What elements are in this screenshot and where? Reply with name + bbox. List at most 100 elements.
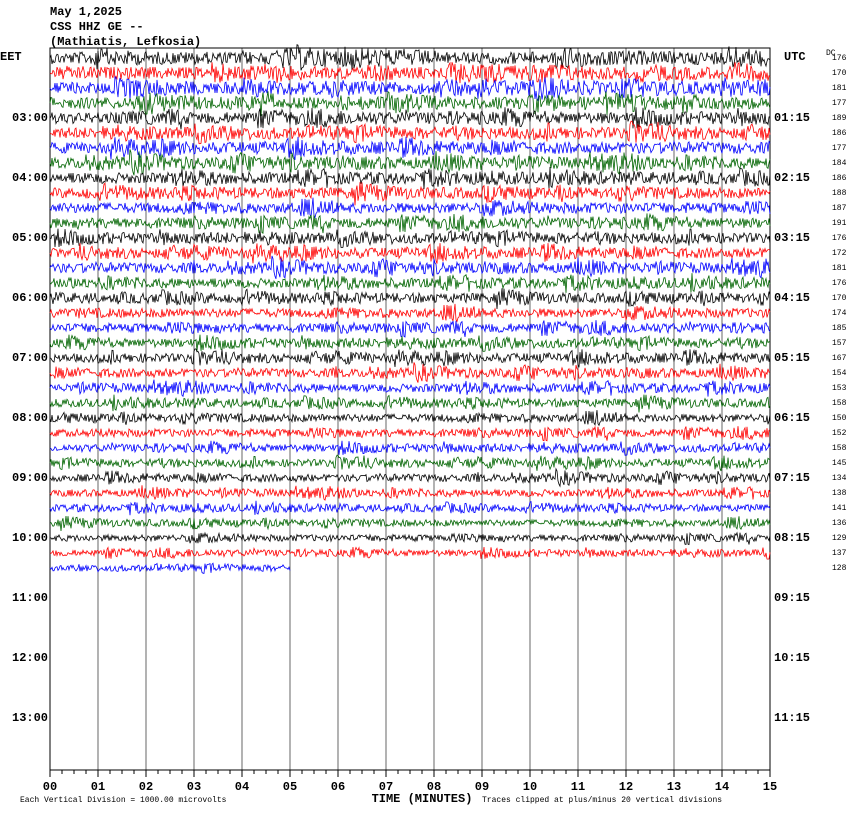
trace <box>49 107 771 130</box>
date: May 1,2025 <box>50 5 122 19</box>
right-time: 06:15 <box>774 411 810 425</box>
x-tick-label: 14 <box>715 780 729 794</box>
footer-left: Each Vertical Division = 1000.00 microvo… <box>20 796 227 805</box>
trace <box>49 320 771 338</box>
trace <box>49 76 771 102</box>
dc-value: 189 <box>832 114 847 123</box>
trace <box>49 212 771 234</box>
dc-value: 153 <box>832 384 847 393</box>
trace <box>49 410 771 427</box>
right-time: 05:15 <box>774 351 810 365</box>
left-time: 12:00 <box>12 651 48 665</box>
trace <box>49 348 771 368</box>
x-tick-label: 00 <box>43 780 57 794</box>
dc-value: 152 <box>832 429 847 438</box>
trace <box>49 149 771 176</box>
x-tick-label: 09 <box>475 780 489 794</box>
location: (Mathiatis, Lefkosia) <box>50 35 201 49</box>
trace <box>49 228 771 249</box>
trace <box>49 61 771 84</box>
x-tick-label: 02 <box>139 780 153 794</box>
dc-value: 186 <box>832 129 847 138</box>
dc-value: 177 <box>832 144 847 153</box>
dc-value: 176 <box>832 234 847 243</box>
x-tick-label: 07 <box>379 780 393 794</box>
trace <box>49 243 771 264</box>
trace <box>49 273 771 293</box>
trace <box>49 303 771 323</box>
trace <box>49 120 771 145</box>
dc-value: 187 <box>832 204 847 213</box>
right-time: 03:15 <box>774 231 810 245</box>
dc-value: 185 <box>832 324 847 333</box>
left-time: 03:00 <box>12 111 48 125</box>
trace <box>49 136 771 161</box>
dc-value: 154 <box>832 369 847 378</box>
x-tick-label: 12 <box>619 780 633 794</box>
left-time: 08:00 <box>12 411 48 425</box>
trace <box>49 166 771 190</box>
left-time: 10:00 <box>12 531 48 545</box>
trace <box>49 288 771 310</box>
trace <box>49 44 771 71</box>
left-time: 11:00 <box>12 591 48 605</box>
trace <box>49 531 771 546</box>
dc-value: 157 <box>832 339 847 348</box>
dc-value: 145 <box>832 459 847 468</box>
right-time: 01:15 <box>774 111 810 125</box>
dc-value: 167 <box>832 354 847 363</box>
x-tick-label: 04 <box>235 780 249 794</box>
x-tick-label: 13 <box>667 780 681 794</box>
left-time: 09:00 <box>12 471 48 485</box>
dc-value: 181 <box>832 264 847 273</box>
trace <box>49 90 771 117</box>
right-time: 11:15 <box>774 711 810 725</box>
trace <box>49 515 771 531</box>
dc-value: 170 <box>832 294 847 303</box>
x-tick-label: 06 <box>331 780 345 794</box>
left-time: 06:00 <box>12 291 48 305</box>
dc-value: 141 <box>832 504 847 513</box>
right-time: 02:15 <box>774 171 810 185</box>
dc-value: 134 <box>832 474 847 483</box>
dc-value: 188 <box>832 189 847 198</box>
dc-value: 128 <box>832 564 847 573</box>
dc-label: DC <box>826 49 836 58</box>
dc-value: 191 <box>832 219 847 228</box>
trace <box>49 334 771 352</box>
trace <box>49 379 771 398</box>
trace <box>49 197 771 219</box>
dc-value: 150 <box>832 414 847 423</box>
x-tick-label: 01 <box>91 780 105 794</box>
dc-value: 177 <box>832 99 847 108</box>
right-time: 04:15 <box>774 291 810 305</box>
x-tick-label: 11 <box>571 780 585 794</box>
trace <box>49 394 771 413</box>
right-zone: UTC <box>784 50 806 64</box>
right-time: 10:15 <box>774 651 810 665</box>
x-tick-label: 03 <box>187 780 201 794</box>
right-time: 07:15 <box>774 471 810 485</box>
x-axis-label: TIME (MINUTES) <box>372 792 473 806</box>
x-tick-label: 10 <box>523 780 537 794</box>
x-tick-label: 08 <box>427 780 441 794</box>
trace <box>49 440 771 456</box>
dc-value: 158 <box>832 444 847 453</box>
right-time: 09:15 <box>774 591 810 605</box>
left-time: 04:00 <box>12 171 48 185</box>
dc-value: 186 <box>832 174 847 183</box>
dc-value: 181 <box>832 84 847 93</box>
trace <box>49 454 771 472</box>
left-time: 13:00 <box>12 711 48 725</box>
trace <box>49 485 771 501</box>
left-zone: EET <box>0 50 22 64</box>
dc-value: 176 <box>832 279 847 288</box>
right-time: 08:15 <box>774 531 810 545</box>
dc-value: 129 <box>832 534 847 543</box>
dc-value: 170 <box>832 69 847 78</box>
trace <box>49 255 771 280</box>
dc-value: 176 <box>832 54 847 63</box>
x-tick-label: 15 <box>763 780 777 794</box>
